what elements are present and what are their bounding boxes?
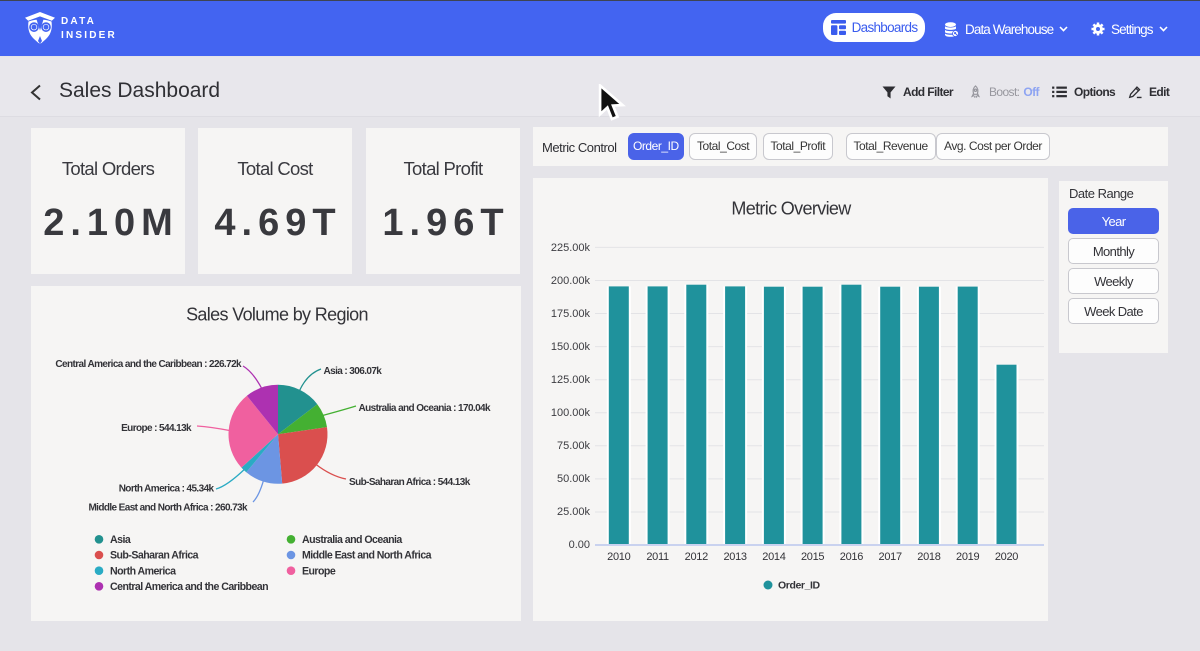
svg-text:Order_ID: Order_ID <box>778 580 821 592</box>
svg-text:Metric Overview: Metric Overview <box>731 198 852 218</box>
svg-text:Asia : 306.07k: Asia : 306.07k <box>324 366 383 377</box>
svg-text:150.00k: 150.00k <box>551 341 591 353</box>
svg-text:75.00k: 75.00k <box>557 440 591 452</box>
svg-text:2017: 2017 <box>879 551 902 563</box>
svg-text:North America: North America <box>110 565 176 577</box>
svg-text:2014: 2014 <box>762 551 785 563</box>
svg-text:Asia: Asia <box>110 534 131 546</box>
svg-text:0.00: 0.00 <box>569 539 590 551</box>
svg-text:50.00k: 50.00k <box>557 473 591 485</box>
svg-text:Middle East and North Africa: Middle East and North Africa <box>302 550 432 562</box>
svg-text:Europe : 544.13k: Europe : 544.13k <box>121 423 192 434</box>
svg-text:2011: 2011 <box>646 551 669 563</box>
svg-text:2013: 2013 <box>723 551 746 563</box>
svg-text:225.00k: 225.00k <box>551 242 591 254</box>
svg-text:125.00k: 125.00k <box>551 374 591 386</box>
svg-text:Middle East and North Africa :: Middle East and North Africa : 260.73k <box>88 503 248 514</box>
svg-text:2016: 2016 <box>840 551 863 563</box>
svg-text:175.00k: 175.00k <box>551 308 591 320</box>
svg-text:200.00k: 200.00k <box>551 275 591 287</box>
svg-text:25.00k: 25.00k <box>557 506 591 518</box>
svg-text:Europe: Europe <box>302 565 336 577</box>
svg-text:2015: 2015 <box>801 551 824 563</box>
svg-text:100.00k: 100.00k <box>551 407 591 419</box>
svg-text:North America : 45.34k: North America : 45.34k <box>119 484 215 495</box>
svg-text:Sub-Saharan Africa : 544.13k: Sub-Saharan Africa : 544.13k <box>349 477 471 488</box>
svg-text:2010: 2010 <box>607 551 630 563</box>
svg-text:Australia and Oceania: Australia and Oceania <box>302 534 402 546</box>
svg-text:2018: 2018 <box>917 551 940 563</box>
svg-text:Sub-Saharan Africa: Sub-Saharan Africa <box>110 550 199 562</box>
svg-text:2020: 2020 <box>995 551 1018 563</box>
svg-text:Australia and Oceania : 170.04: Australia and Oceania : 170.04k <box>359 403 492 414</box>
svg-text:2019: 2019 <box>956 551 979 563</box>
svg-text:Central America and the Caribb: Central America and the Caribbean : 226.… <box>55 359 242 370</box>
svg-text:Central America and the Caribb: Central America and the Caribbean <box>110 581 268 593</box>
svg-text:2012: 2012 <box>685 551 708 563</box>
svg-text:Sales Volume by Region: Sales Volume by Region <box>186 305 368 325</box>
